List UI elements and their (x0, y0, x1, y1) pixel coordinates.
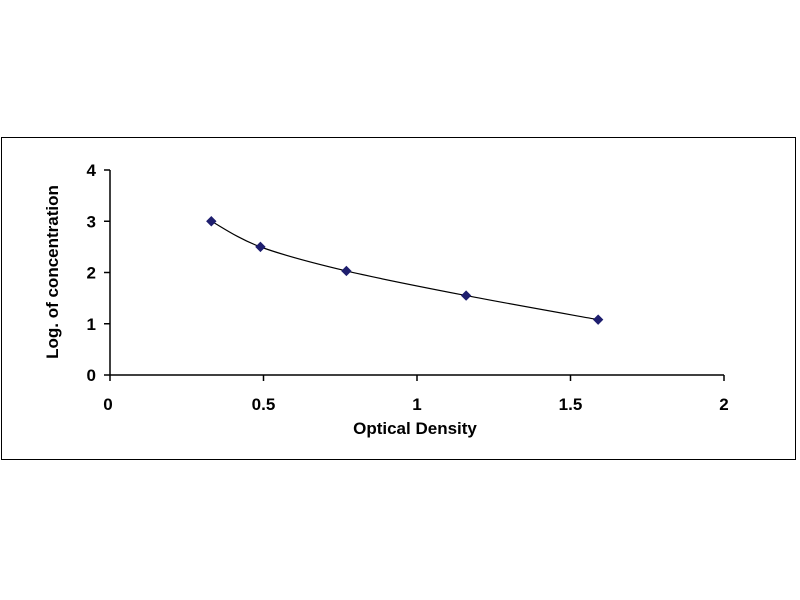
y-tick-label: 4 (87, 161, 97, 180)
x-tick-label: 1.5 (559, 395, 583, 414)
data-point-marker (206, 216, 217, 227)
data-points (206, 216, 604, 325)
trend-line (211, 220, 599, 321)
y-tick-label: 1 (87, 315, 96, 334)
x-ticks: 0 0.5 1 1.5 2 (103, 375, 729, 414)
x-tick-label: 0.5 (252, 395, 276, 414)
axes (109, 170, 724, 376)
y-tick-label: 2 (87, 264, 96, 283)
chart-frame (1, 137, 796, 460)
x-tick-label: 1 (412, 395, 421, 414)
y-tick-label: 0 (87, 366, 96, 385)
data-point-marker (255, 241, 266, 253)
data-point-marker (592, 314, 604, 325)
data-point-marker (341, 265, 352, 277)
y-axis-title: Log. of concentration (43, 185, 62, 359)
x-tick-label: 0 (103, 395, 112, 414)
y-tick-label: 3 (87, 212, 96, 231)
x-axis-title: Optical Density (353, 419, 477, 438)
x-tick-label: 2 (719, 395, 728, 414)
y-ticks: 0 1 2 3 4 (87, 161, 110, 385)
data-point-marker (460, 290, 472, 301)
